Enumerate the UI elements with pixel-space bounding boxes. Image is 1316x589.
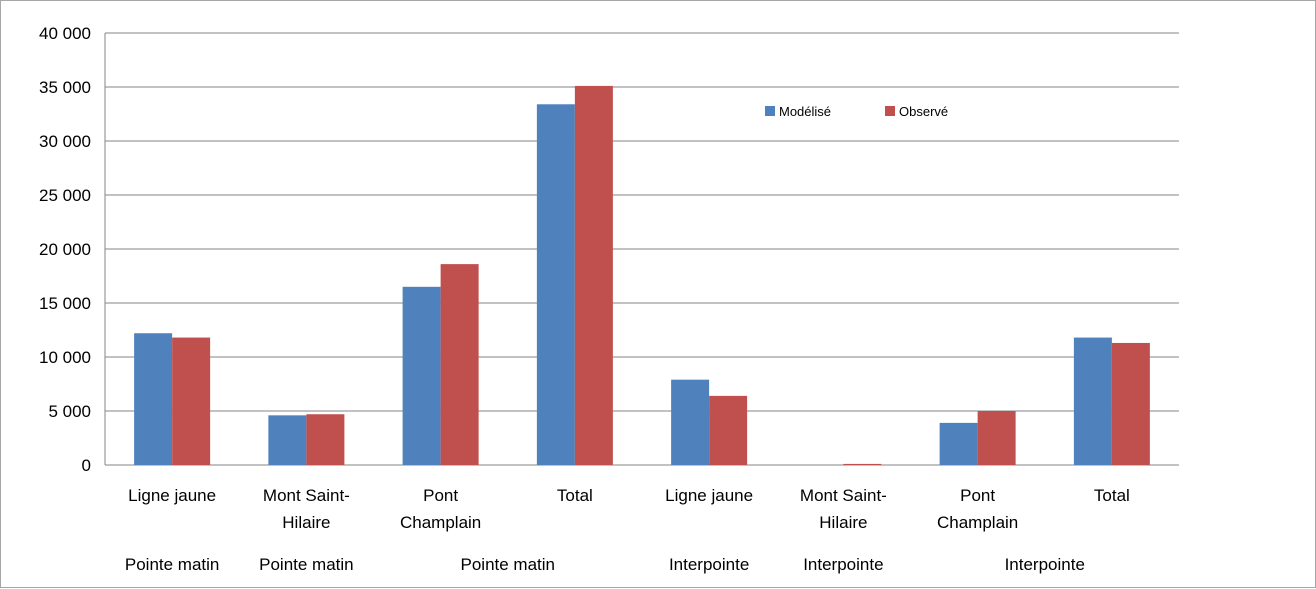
bar-observe [977, 411, 1016, 465]
bar-modelise [402, 286, 441, 465]
bar-modelise [268, 415, 307, 465]
x-group-label: Interpointe [1005, 555, 1085, 574]
x-category-label: Ligne jaune [665, 486, 753, 505]
x-category-label: Total [1094, 486, 1130, 505]
bar-observe [574, 85, 613, 466]
legend-label: Modélisé [779, 104, 831, 119]
x-category-label: Pont [960, 486, 995, 505]
bar-modelise [671, 379, 710, 465]
x-group-label: Interpointe [669, 555, 749, 574]
legend-swatch-modelise [765, 106, 775, 116]
x-category-label: Champlain [937, 513, 1018, 532]
y-tick-label: 25 000 [39, 186, 91, 205]
bar-modelise [939, 422, 978, 465]
y-tick-label: 35 000 [39, 78, 91, 97]
x-category-label: Hilaire [819, 513, 867, 532]
x-group-label: Pointe matin [125, 555, 220, 574]
x-category-label: Champlain [400, 513, 481, 532]
x-category-label: Ligne jaune [128, 486, 216, 505]
x-category-label: Total [557, 486, 593, 505]
y-tick-label: 40 000 [39, 24, 91, 43]
x-group-label: Pointe matin [461, 555, 556, 574]
bar-observe [709, 395, 748, 465]
legend-swatch-observe [885, 106, 895, 116]
x-category-label: Hilaire [282, 513, 330, 532]
y-tick-label: 0 [82, 456, 91, 475]
bar-observe [306, 414, 345, 465]
y-tick-label: 20 000 [39, 240, 91, 259]
x-group-label: Pointe matin [259, 555, 354, 574]
x-category-label: Pont [423, 486, 458, 505]
y-tick-label: 10 000 [39, 348, 91, 367]
y-tick-label: 5 000 [48, 402, 91, 421]
bar-modelise [1073, 337, 1112, 465]
bar-observe [172, 337, 211, 465]
y-tick-label: 15 000 [39, 294, 91, 313]
x-group-label: Interpointe [803, 555, 883, 574]
x-category-label: Mont Saint- [800, 486, 887, 505]
legend-label: Observé [899, 104, 948, 119]
bar-observe [843, 463, 882, 465]
bar-modelise [134, 333, 173, 465]
y-tick-label: 30 000 [39, 132, 91, 151]
bar-modelise [536, 104, 575, 465]
bar-observe [1111, 342, 1150, 465]
bar-observe [440, 264, 479, 465]
x-category-label: Mont Saint- [263, 486, 350, 505]
